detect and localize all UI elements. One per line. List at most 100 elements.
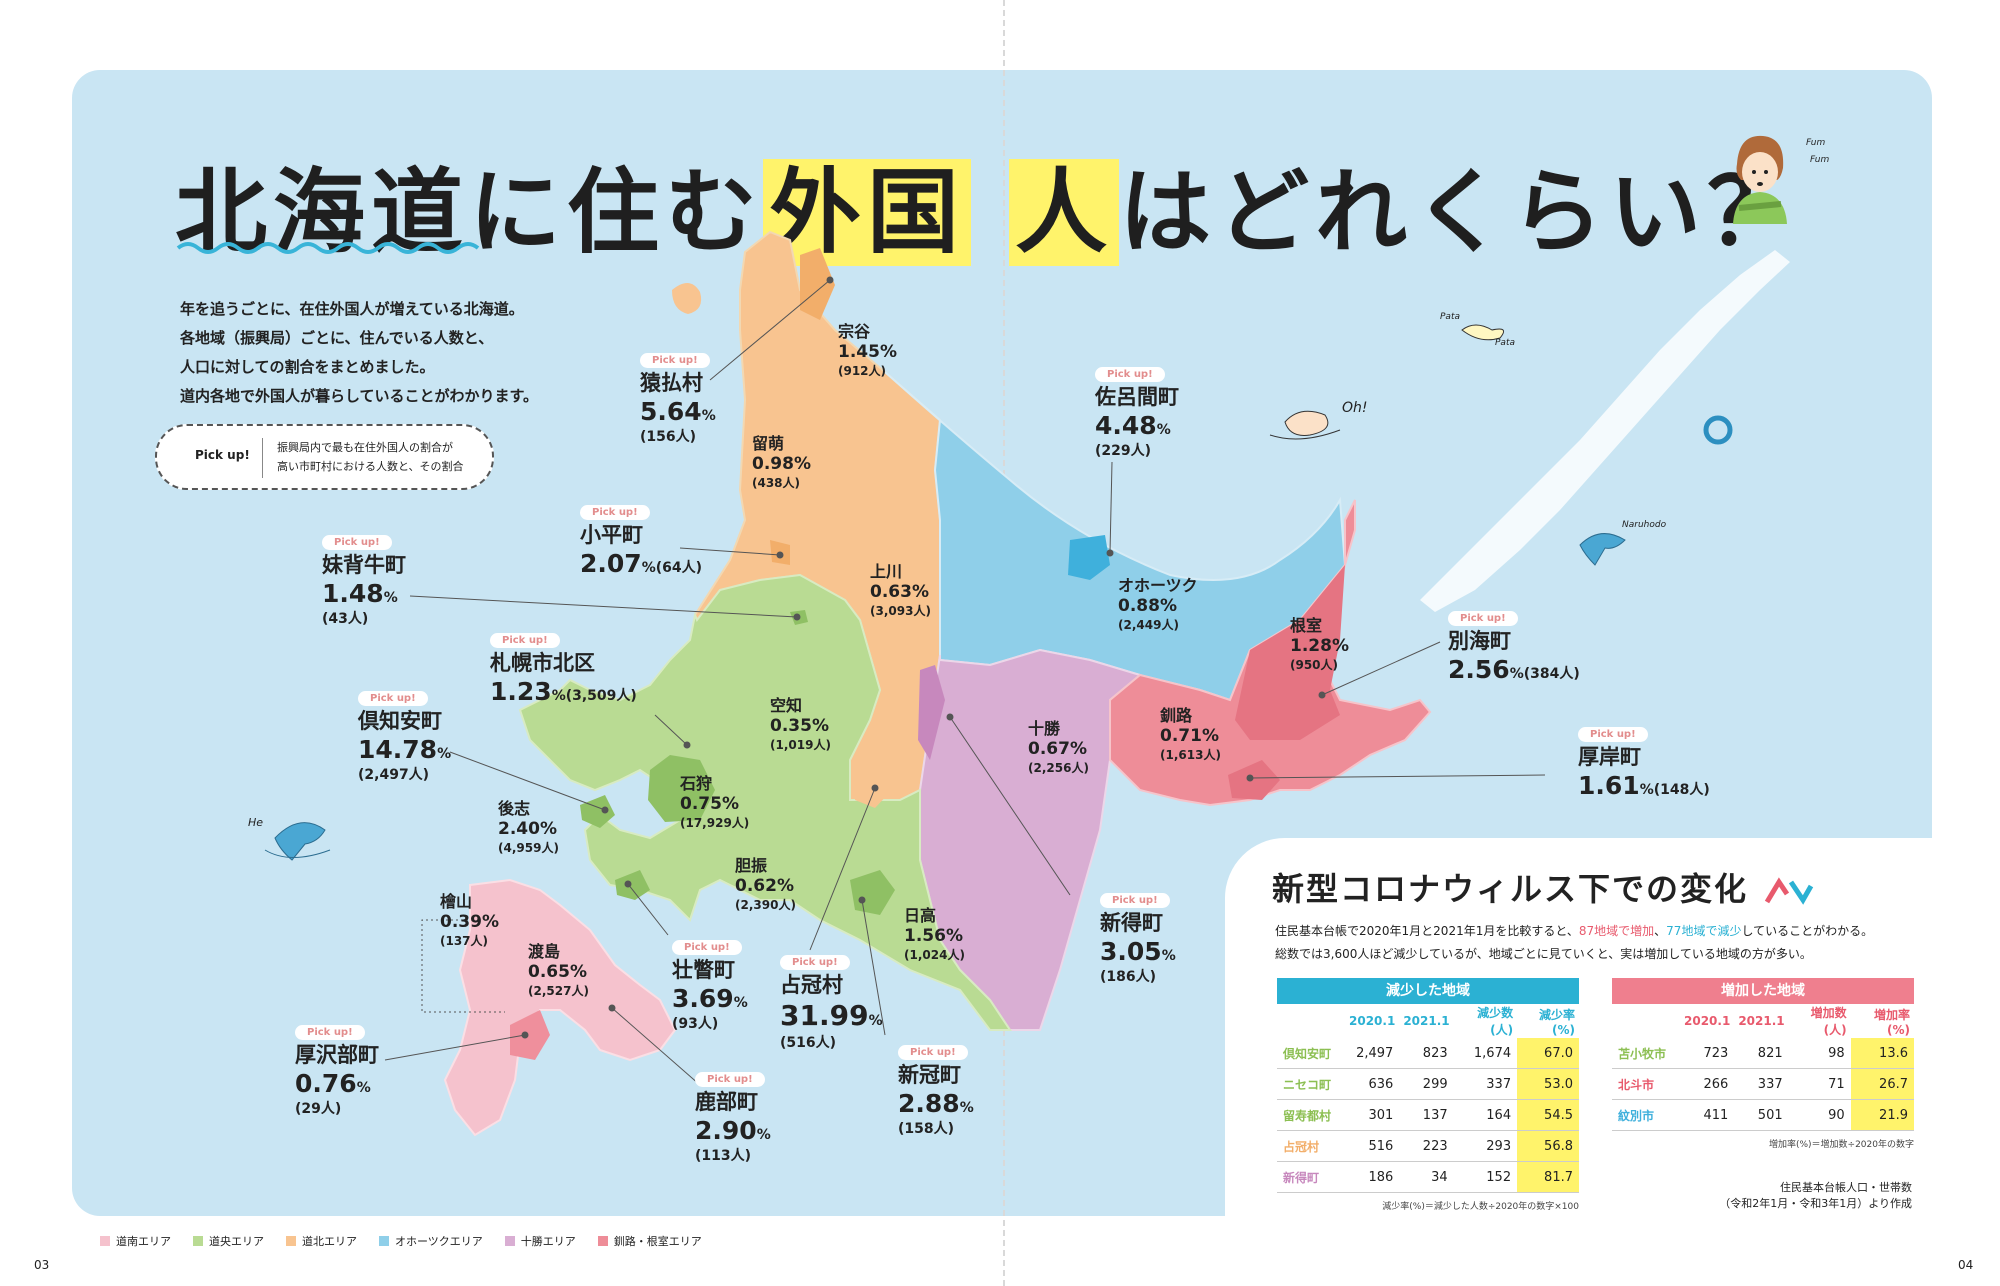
map-legend: 道南エリア 道央エリア 道北エリア オホーツクエリア 十勝エリア 釧路・根室エリ… xyxy=(100,1233,702,1249)
sarufutsu-highlight xyxy=(800,248,835,320)
fum-text-2: Fum xyxy=(1810,155,1830,165)
shiribeshi-highlight xyxy=(580,795,615,828)
pickup-moseushi: Pick up! 妹背牛町 1.48% (43人) xyxy=(322,535,406,627)
decrease-header: 減少した地域 xyxy=(1277,978,1579,1004)
col-header: 2020.1 xyxy=(1349,1014,1396,1028)
area-label-iburi: 胆振 0.62% (2,390人) xyxy=(735,856,796,912)
pickup-sarufutsu: Pick up! 猿払村 5.64% (156人) xyxy=(640,353,716,445)
legend-item: 道南エリア xyxy=(100,1233,171,1249)
table-row: 占冠村 516 223 293 56.8 xyxy=(1277,1130,1579,1162)
table-row: 倶知安町 2,497 823 1,674 67.0 xyxy=(1277,1038,1579,1069)
page-number-right: 04 xyxy=(1958,1258,1974,1272)
area-label-tokachi: 十勝 0.67% (2,256人) xyxy=(1028,719,1089,775)
region-doou xyxy=(518,573,1012,1031)
pickup-shikabe: Pick up! 鹿部町 2.90% (113人) xyxy=(695,1072,771,1164)
rishiri-island xyxy=(672,282,702,314)
pickup-legend-line: 振興局内で最も在住外国人の割合が xyxy=(277,441,453,454)
legend-item: 釧路・根室エリア xyxy=(597,1233,702,1249)
area-label-hiyama: 檜山 0.39% (137人) xyxy=(440,892,499,948)
pickup-obira: Pick up! 小平町 2.07%(64人) xyxy=(580,505,702,578)
table-row: 苫小牧市 723 821 98 13.6 xyxy=(1612,1038,1914,1069)
pickup-betsukai: Pick up! 別海町 2.56%(384人) xyxy=(1448,611,1580,684)
ishikari-highlight xyxy=(648,755,715,822)
col-header: 増加数(人) xyxy=(1810,1006,1847,1037)
saroma-highlight xyxy=(1068,535,1110,580)
area-label-hidaka: 日高 1.56% (1,024人) xyxy=(904,906,965,962)
pickup-akkeshi: Pick up! 厚岸町 1.61%(148人) xyxy=(1578,727,1710,800)
area-label-sorachi: 空知 0.35% (1,019人) xyxy=(770,696,831,752)
dolphin-left-illustration xyxy=(274,822,326,861)
legend-item: 道央エリア xyxy=(193,1233,264,1249)
table-row: 留寿都村 301 137 164 54.5 xyxy=(1277,1099,1579,1131)
legend-item: 道北エリア xyxy=(286,1233,357,1249)
pickup-saroma: Pick up! 佐呂間町 4.48% (229人) xyxy=(1095,367,1179,459)
page-number-left: 03 xyxy=(34,1258,50,1272)
bird-illustration xyxy=(1461,324,1505,341)
pickup-legend-line: 高い市町村における人数と、その割合 xyxy=(277,460,464,473)
pickup-kutchan: Pick up! 倶知安町 14.78% (2,497人) xyxy=(358,691,452,783)
shintoku-highlight xyxy=(918,665,945,760)
dolphin-right-illustration xyxy=(1579,533,1626,566)
oh-text: Oh! xyxy=(1342,400,1368,416)
kuril-islands xyxy=(1420,250,1790,612)
dolphin-left-wave xyxy=(264,849,331,858)
increase-header: 増加した地域 xyxy=(1612,978,1914,1004)
pata-text-2: Pata xyxy=(1495,338,1515,348)
col-header: 2021.1 xyxy=(1738,1014,1785,1028)
up-down-arrows-icon xyxy=(1765,877,1814,905)
pata-text: Pata xyxy=(1440,312,1460,322)
boy-illustration xyxy=(1733,135,1787,224)
nemuro-subregion xyxy=(1235,565,1345,740)
pickup-shimukappu: Pick up! 占冠村 31.99% (516人) xyxy=(780,955,883,1051)
area-label-rumoi: 留萌 0.98% (438人) xyxy=(752,434,811,490)
area-label-kamikawa: 上川 0.63% (3,093人) xyxy=(870,562,931,618)
col-header: 増加率(%) xyxy=(1873,1007,1910,1037)
intro-line: 道内各地で外国人が暮らしていることがわかります。 xyxy=(180,387,539,405)
akkeshi-highlight xyxy=(1228,760,1280,800)
area-label-kushiro: 釧路 0.71% (1,613人) xyxy=(1160,706,1221,762)
col-header: 減少数(人) xyxy=(1477,1006,1514,1037)
pickup-legend-label: Pick up! xyxy=(195,448,250,462)
hidaka-highlight xyxy=(850,870,895,915)
area-label-shiribeshi: 後志 2.40% (4,959人) xyxy=(498,799,559,855)
table-row: 新得町 186 34 152 81.7 xyxy=(1277,1161,1579,1193)
col-header: 減少率(%) xyxy=(1538,1007,1575,1037)
page-title: 北海道に住む外国 人はどれくらい？ xyxy=(175,159,1806,266)
pickup-sapporo-kita: Pick up! 札幌市北区 1.23%(3,509人) xyxy=(490,633,637,706)
intro-line: 人口に対しての割合をまとめました。 xyxy=(180,358,435,376)
col-header: 2021.1 xyxy=(1403,1014,1450,1028)
intro-line: 各地域（振興局）ごとに、住んでいる人数と、 xyxy=(180,329,494,347)
decrease-note: 減少率(%)＝減少した人数÷2020年の数字×100 xyxy=(1382,1202,1579,1212)
area-label-ishikari: 石狩 0.75% (17,929人) xyxy=(680,774,750,830)
swim-ring-illustration xyxy=(1703,415,1733,445)
hiyama-dashed-pointer xyxy=(421,919,505,1013)
he-text: He xyxy=(248,816,264,829)
swimmer-illustration xyxy=(1284,410,1329,436)
intro-line: 年を追うごとに、在住外国人が増えている北海道。 xyxy=(180,300,524,318)
region-donan xyxy=(443,878,677,1137)
table-row: 紋別市 411 501 90 21.9 xyxy=(1612,1099,1914,1131)
iburi-highlight xyxy=(615,870,650,900)
covid-title: 新型コロナウィルス下での変化 xyxy=(1272,864,1819,910)
area-label-okhotsk: オホーツク 0.88% (2,449人) xyxy=(1118,576,1198,632)
col-header: 2020.1 xyxy=(1684,1014,1731,1028)
table-row: ニセコ町 636 299 337 53.0 xyxy=(1277,1068,1579,1100)
naruhodo-text: Naruhodo xyxy=(1622,520,1667,530)
decrease-table: 減少した地域 2020.1 2021.1 減少数(人) 減少率(%) 倶知安町 … xyxy=(1277,978,1579,1212)
area-label-nemuro: 根室 1.28% (950人) xyxy=(1290,616,1349,672)
legend-item: オホーツクエリア xyxy=(379,1233,483,1249)
area-label-oshima: 渡島 0.65% (2,527人) xyxy=(528,942,589,998)
fum-text: Fum xyxy=(1806,138,1826,148)
swimmer-wave xyxy=(1269,429,1341,440)
legend-item: 十勝エリア xyxy=(504,1233,576,1249)
increase-note: 増加率(%)＝増加数÷2020年の数字 xyxy=(1768,1140,1914,1150)
assabu-highlight xyxy=(510,1010,550,1060)
pickup-assabu: Pick up! 厚沢部町 0.76% (29人) xyxy=(295,1025,379,1117)
pickup-legend-box: Pick up! 振興局内で最も在住外国人の割合が 高い市町村における人数と、その… xyxy=(155,424,494,490)
covid-description: 住民基本台帳で2020年1月と2021年1月を比較すると、87地域で増加、77地… xyxy=(1275,924,1874,961)
table-row: 北斗市 266 337 71 26.7 xyxy=(1612,1068,1914,1100)
source-note: 住民基本台帳人口・世帯数 （令和2年1月・令和3年1月）より作成 xyxy=(1719,1181,1912,1210)
area-label-soya: 宗谷 1.45% (912人) xyxy=(838,322,897,378)
pickup-sobetsu: Pick up! 壮瞥町 3.69% (93人) xyxy=(672,940,748,1032)
